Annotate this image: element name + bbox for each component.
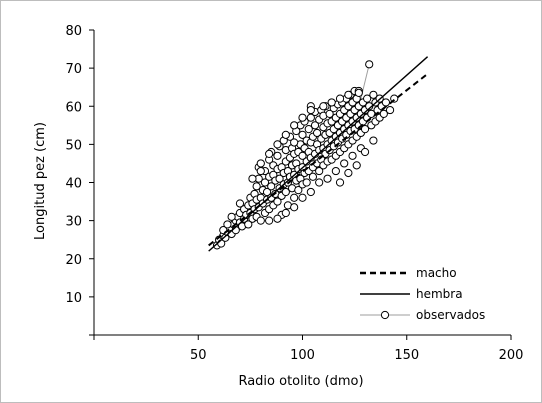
observed-point <box>327 98 336 107</box>
observed-point <box>294 186 303 195</box>
observed-point <box>260 178 270 187</box>
observed-point <box>298 130 307 139</box>
observed-point <box>273 197 282 206</box>
observed-point <box>352 161 361 170</box>
axes: 50 100 150 200 10 20 30 40 50 60 70 80 <box>65 24 523 363</box>
observed-point <box>363 94 372 103</box>
legend: macho hembra observados <box>360 266 485 322</box>
observed-point <box>290 203 299 212</box>
observed-point <box>281 187 290 197</box>
observed-point <box>273 140 282 149</box>
observed-point <box>360 147 370 157</box>
observed-point <box>360 125 370 134</box>
observed-point <box>335 178 345 187</box>
series-line-hembra <box>208 56 429 252</box>
observed-point <box>290 193 299 202</box>
observed-point <box>385 105 395 115</box>
observed-point <box>369 136 378 145</box>
observed-point <box>298 151 307 160</box>
series-line-macho <box>208 73 429 247</box>
observed-point <box>379 109 388 118</box>
y-tick-label: 50 <box>65 138 82 153</box>
x-tick-label: 100 <box>290 348 315 363</box>
y-tick-label: 60 <box>65 100 82 115</box>
observed-point <box>281 130 290 139</box>
observed-point <box>306 187 315 197</box>
observed-point <box>331 166 340 176</box>
observed-point <box>290 121 299 130</box>
observed-point <box>369 90 378 99</box>
legend-swatch-marker-observados <box>380 310 390 320</box>
observed-point <box>308 172 318 181</box>
observed-point <box>344 90 353 99</box>
observed-point <box>335 94 345 103</box>
observed-point <box>256 166 265 176</box>
observed-point <box>315 178 324 187</box>
observed-point <box>223 220 232 229</box>
observed-point <box>381 98 390 107</box>
observed-point <box>315 166 324 176</box>
observed-point <box>306 105 315 115</box>
observed-point <box>248 174 257 183</box>
observed-point <box>256 216 265 225</box>
observed-point <box>267 182 276 191</box>
legend-label-observados: observados <box>416 308 485 322</box>
y-tick-label: 70 <box>65 62 82 77</box>
observed-point <box>298 113 307 122</box>
chart-marks <box>208 56 429 252</box>
observed-point <box>265 216 274 225</box>
observed-point <box>302 178 311 187</box>
y-tick-label: 30 <box>65 215 82 230</box>
observed-point <box>348 151 357 160</box>
observed-point <box>312 128 322 138</box>
observed-point <box>275 174 284 183</box>
observed-point <box>323 174 332 183</box>
observed-point <box>273 151 282 160</box>
observed-point <box>304 125 313 134</box>
observed-point <box>310 121 320 130</box>
y-axis-title: Longitud pez (cm) <box>33 122 48 240</box>
y-tick-label: 10 <box>65 291 82 306</box>
observed-point <box>354 88 363 98</box>
y-tick-label: 80 <box>65 24 82 39</box>
x-axis-title: Radio otolito (dmo) <box>238 374 363 389</box>
observed-point <box>262 187 272 197</box>
observed-point <box>256 159 265 168</box>
legend-label-macho: macho <box>416 266 457 280</box>
y-tick-label: 40 <box>65 177 82 192</box>
observed-point <box>252 182 261 191</box>
observed-point <box>298 193 307 202</box>
x-tick-label: 150 <box>394 348 419 363</box>
observed-point <box>273 214 282 223</box>
observed-point <box>325 109 334 118</box>
y-tick-label: 20 <box>65 253 82 268</box>
observed-point <box>290 138 299 147</box>
observed-point <box>365 60 374 69</box>
observed-point <box>244 220 253 229</box>
observed-point <box>344 168 353 178</box>
legend-label-hembra: hembra <box>416 287 463 301</box>
observed-point <box>265 149 274 159</box>
x-tick-label: 50 <box>190 348 207 363</box>
observed-point <box>227 212 236 221</box>
observed-point <box>340 159 349 168</box>
x-tick-label: 200 <box>499 348 524 363</box>
observed-point <box>235 199 245 208</box>
observed-point <box>281 208 290 218</box>
observed-point <box>319 102 328 111</box>
